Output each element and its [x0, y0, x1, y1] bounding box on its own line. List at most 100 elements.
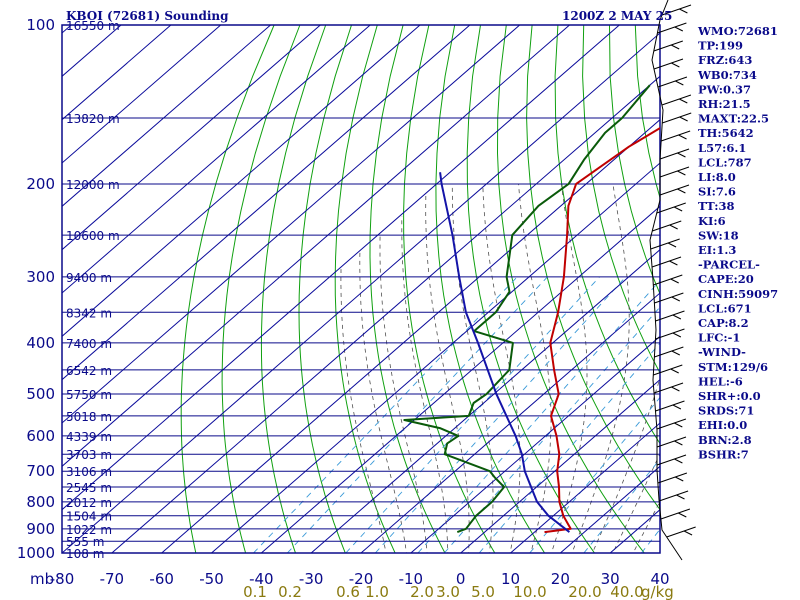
height-label: 2012 m: [66, 496, 112, 510]
index-value: SW:18: [698, 228, 739, 242]
height-label: 108 m: [66, 547, 104, 561]
wind-barb: [678, 512, 687, 518]
dry-adiabat-line: [221, 24, 301, 553]
wind-barb: [656, 454, 687, 466]
mixing-ratio-line: [478, 342, 660, 553]
height-label: 9400 m: [66, 271, 112, 285]
index-value: TP:199: [698, 39, 743, 53]
height-label: 3106 m: [66, 465, 112, 479]
wind-barb: [683, 530, 693, 536]
pressure-tick-label: 200: [26, 175, 55, 193]
wind-barb: [675, 80, 684, 86]
wind-barb: [652, 220, 682, 232]
wind-barb: [672, 332, 682, 338]
index-value: EI:1.3: [698, 243, 736, 257]
temperature-tick-label: -10: [399, 570, 424, 588]
wind-barb: [669, 224, 678, 230]
wind-barb: [672, 404, 682, 410]
mixing-ratio-tick-label: 2.0: [410, 583, 434, 600]
isotherm-line: [460, 379, 660, 553]
wind-barb: [675, 476, 684, 482]
pressure-tick-label: 300: [26, 268, 55, 286]
wind-barb: [679, 8, 688, 14]
index-value: BSHR:7: [698, 447, 749, 461]
wind-barb: [653, 274, 683, 286]
moist-adiabat-line: [340, 269, 387, 553]
height-label: 1504 m: [66, 510, 112, 524]
mixing-ratio-line: [286, 276, 548, 553]
moist-adiabat-line: [591, 376, 660, 553]
height-label: 3703 m: [66, 448, 112, 462]
wind-barb: [654, 292, 684, 304]
moist-adiabat-line: [518, 183, 552, 553]
height-label: 5018 m: [66, 410, 112, 424]
height-label: 4339 m: [66, 430, 112, 444]
dry-adiabat-line: [260, 24, 327, 553]
wind-barb: [655, 328, 685, 340]
height-label: 6542 m: [66, 364, 112, 378]
isotherm-line: [62, 24, 570, 467]
index-value: WB0:734: [697, 68, 757, 82]
temperature-tick-label: 20: [551, 570, 570, 588]
isotherm-line: [62, 24, 222, 164]
dry-adiabat-line: [369, 24, 446, 553]
pressure-tick-label: 1000: [17, 544, 55, 562]
index-value: LFC:-1: [698, 331, 740, 345]
temperature-tick-label: -30: [299, 570, 324, 588]
mixing-ratio-tick-label: 3.0: [436, 583, 460, 600]
mixing-ratio-tick-label: 0.6: [336, 583, 360, 600]
height-label: 10600 m: [66, 229, 120, 243]
wind-barb: [670, 278, 679, 284]
dry-adiabat-line: [526, 24, 660, 511]
mixing-ratio-tick-label: 0.1: [243, 583, 267, 600]
pressure-unit-label: mb: [30, 570, 54, 588]
wind-barb: [672, 314, 682, 320]
moist-adiabat-line: [401, 215, 449, 553]
index-value: -WIND-: [698, 345, 746, 359]
height-label: 13820 m: [66, 112, 120, 126]
wind-barb: [657, 472, 688, 484]
pressure-tick-label: 500: [26, 385, 55, 403]
wind-barb: [670, 368, 679, 374]
wind-barb: [659, 148, 690, 160]
wind-barb: [653, 382, 684, 394]
mixing-ratio-line: [253, 276, 518, 553]
index-value: PW:0.37: [698, 82, 751, 96]
index-value: SHR+:0.0: [698, 389, 761, 403]
mixing-ratio-unit-label: g/kg: [641, 583, 674, 600]
temperature-tick-label: 10: [501, 570, 520, 588]
wind-barb: [655, 310, 685, 322]
temperature-line: [544, 126, 660, 534]
mixing-ratio-tick-label: 10.0: [513, 583, 546, 600]
index-value: HEL:-6: [698, 374, 743, 388]
index-value: MAXT:22.5: [698, 112, 769, 126]
wind-barb: [654, 346, 684, 358]
wind-barb: [659, 184, 690, 196]
index-value: STM:129/6: [698, 360, 768, 374]
wind-barb: [653, 58, 684, 70]
dry-adiabat-line: [435, 24, 546, 553]
index-value: CAP:8.2: [698, 316, 749, 330]
station-title: KBOI (72681) Sounding: [66, 9, 229, 23]
wind-profile: [649, 0, 696, 561]
index-value: TH:5642: [698, 126, 754, 140]
wind-barb: [671, 62, 680, 68]
temperature-tick-label: -50: [199, 570, 224, 588]
wind-barb: [677, 152, 686, 158]
dry-adiabat-line: [790, 25, 800, 564]
mixing-ratio-line: [583, 458, 660, 553]
isotherm-line: [62, 32, 660, 553]
temperature-tick-label: -20: [349, 570, 374, 588]
dry-adiabat-line: [496, 24, 645, 553]
moist-adiabat-line: [379, 235, 428, 553]
wind-barb: [656, 202, 686, 214]
index-value: SI:7.6: [698, 185, 736, 199]
temperature-tick-label: -80: [50, 570, 75, 588]
pressure-tick-label: 400: [26, 334, 55, 352]
wind-barb: [656, 418, 687, 430]
wind-barb: [655, 400, 685, 412]
isotherm-line: [62, 24, 521, 424]
wind-barb: [671, 386, 680, 392]
